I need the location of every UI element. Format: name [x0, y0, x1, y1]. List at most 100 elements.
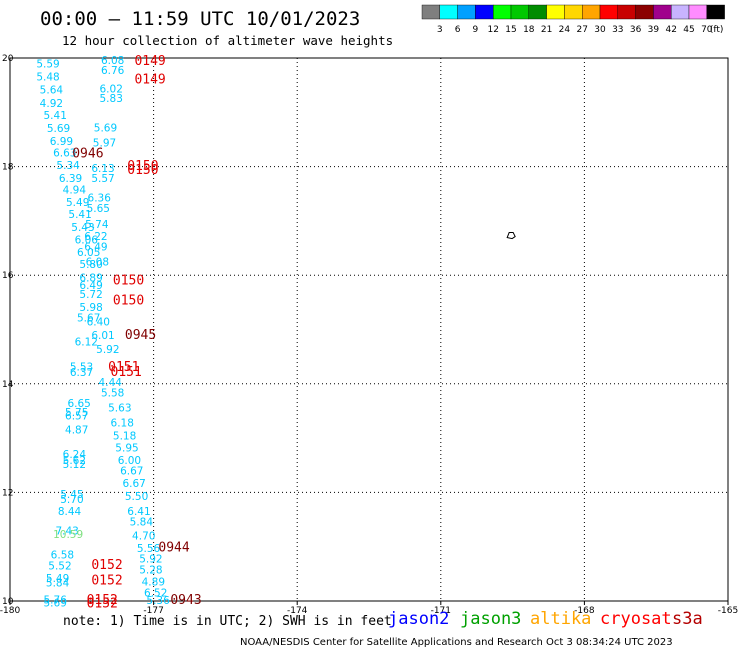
colorbar-swatch [421, 4, 440, 20]
swh-value: 5.75 [65, 407, 88, 419]
swh-value: 5.80 [79, 259, 102, 271]
x-tick-label: -165 [718, 606, 738, 616]
swh-value: 6.57 [65, 410, 88, 422]
swh-value: 8.44 [58, 506, 82, 518]
colorbar-label: 24 [559, 25, 571, 35]
pass-time: 0944 [158, 541, 189, 556]
chart-subtitle: 12 hour collection of altimeter wave hei… [62, 33, 393, 48]
swh-value: 5.74 [85, 219, 109, 231]
swh-value: 7.43 [55, 525, 78, 537]
swh-value: 5.64 [40, 84, 64, 96]
colorbar-label: 15 [505, 25, 516, 35]
swh-value: 5.49 [66, 197, 89, 209]
colorbar-swatch [439, 4, 458, 20]
colorbar-label: 21 [541, 25, 552, 35]
swh-value: 5.41 [44, 110, 67, 122]
pass-time: 0150 [127, 163, 158, 178]
swh-value: 5.41 [68, 209, 91, 221]
swh-value: 6.63 [53, 147, 76, 159]
swh-value: 6.22 [84, 231, 107, 243]
swh-value: 10.59 [53, 529, 83, 541]
swh-value: 6.49 [84, 241, 107, 253]
colorbar-label: 6 [455, 25, 461, 35]
swh-value: 6.41 [127, 506, 150, 518]
swh-value: 5.69 [47, 123, 70, 135]
colorbar-label: 9 [473, 25, 479, 35]
swh-value: 6.76 [101, 65, 125, 77]
swh-value: 5.72 [79, 289, 102, 301]
swh-value: 6.02 [100, 83, 123, 95]
y-tick-label: 12 [2, 488, 13, 498]
pass-time: 0152 [91, 558, 122, 573]
y-tick-label: 16 [2, 271, 14, 281]
swh-value: 5.34 [56, 160, 80, 172]
swh-value: 5.53 [70, 361, 93, 373]
colorbar-swatch [635, 4, 654, 20]
satellite-cryosat: cryosat [600, 609, 672, 629]
swh-value: 4.92 [40, 98, 63, 110]
map-grid [10, 58, 728, 601]
x-tick-label: -171 [431, 606, 451, 616]
swh-value: 5.92 [139, 554, 162, 566]
swh-value: 6.05 [77, 247, 100, 259]
swh-value: 6.37 [70, 367, 93, 379]
swh-value: 6.08 [101, 55, 124, 67]
colorbar-label: 30 [594, 25, 606, 35]
footer-note: note: 1) Time is in UTC; 2) SWH is in fe… [63, 614, 392, 629]
swh-value: 5.56 [137, 543, 161, 555]
swh-value: 5.92 [96, 344, 119, 356]
swh-value: 5.83 [100, 93, 123, 105]
swh-value: 5.95 [115, 442, 138, 454]
swh-value: 5.50 [125, 491, 148, 503]
swh-value: 5.59 [36, 58, 59, 70]
swh-value: 4.44 [99, 377, 123, 389]
footer-credit: NOAA/NESDIS Center for Satellite Applica… [240, 637, 673, 648]
colorbar-swatch [546, 4, 565, 20]
y-tick-label: 18 [2, 163, 14, 173]
swh-value: 5.84 [46, 578, 70, 590]
colorbar-label: 27 [576, 25, 587, 35]
swh-value: 4.87 [65, 424, 88, 436]
pass-time: 0151 [108, 360, 139, 375]
colorbar-swatch [510, 4, 529, 20]
swh-value: 5.65 [87, 203, 110, 215]
colorbar-label: 33 [612, 25, 623, 35]
pass-time: 0152 [91, 573, 122, 588]
swh-value: 5.67 [77, 313, 100, 325]
swh-value: 5.48 [36, 71, 59, 83]
pass-time: 0152 [87, 597, 118, 612]
pass-time: 0946 [72, 146, 103, 161]
satellite-s3a: s3a [672, 609, 703, 629]
swh-value: 6.89 [79, 272, 102, 284]
pass-time: 0150 [113, 274, 144, 289]
colorbar-swatch [706, 4, 725, 20]
colorbar-label: 45 [683, 25, 694, 35]
x-tick-label: -177 [143, 606, 163, 616]
x-tick-label: -168 [574, 606, 595, 616]
pass-time-labels: 0149014909460150015001500150094501510151… [72, 54, 201, 611]
swh-value: 5.63 [108, 403, 131, 415]
swh-value: 6.40 [87, 316, 110, 328]
swh-value: 5.76 [44, 594, 68, 606]
colorbar-label: 42 [665, 25, 676, 35]
colorbar-swatch [582, 4, 601, 20]
colorbar-label: 3 [437, 25, 443, 35]
map-frame [9, 57, 729, 602]
x-tick-label: -180 [0, 606, 20, 616]
swh-value: 6.06 [75, 234, 99, 246]
y-tick-label: 14 [2, 380, 14, 390]
pass-time: 0945 [125, 328, 156, 343]
swh-value: 5.45 [60, 489, 83, 501]
colorbar-swatch [564, 4, 583, 20]
swh-value: 5.98 [79, 302, 102, 314]
wave-height-observations: 5.595.485.644.925.415.696.996.635.346.39… [36, 55, 170, 609]
swh-value: 6.00 [118, 455, 141, 467]
swh-value: 6.24 [63, 449, 87, 461]
swh-value: 6.18 [111, 417, 134, 429]
swh-value: 6.12 [75, 336, 98, 348]
pass-time: 0151 [111, 365, 142, 380]
chart-title: 00:00 – 11:59 UTC 10/01/2023 [40, 8, 360, 30]
satellite-jason3: jason3 [460, 609, 521, 629]
pass-time: 0150 [113, 294, 144, 309]
